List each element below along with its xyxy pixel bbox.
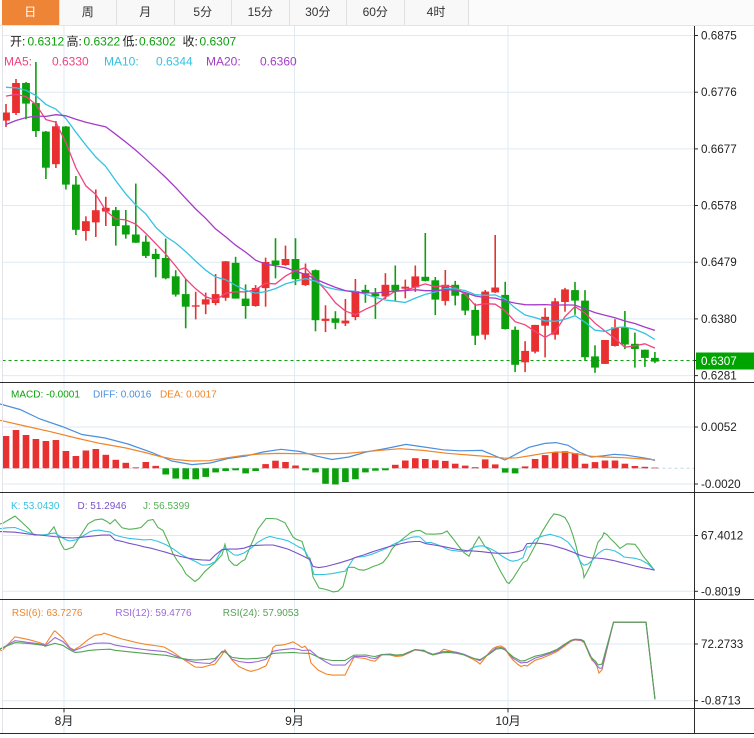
svg-text:0.0052: 0.0052 — [701, 421, 737, 434]
svg-text:-0.8019: -0.8019 — [701, 585, 741, 598]
svg-text:0.6307: 0.6307 — [701, 355, 737, 368]
svg-text:9月: 9月 — [285, 714, 304, 728]
svg-text:10月: 10月 — [495, 714, 520, 728]
svg-text:0.6578: 0.6578 — [701, 200, 737, 213]
svg-text:0.6281: 0.6281 — [701, 370, 737, 383]
svg-text:0.6875: 0.6875 — [701, 30, 737, 43]
svg-text:0.6776: 0.6776 — [701, 86, 737, 99]
svg-text:-0.8713: -0.8713 — [701, 695, 741, 708]
svg-text:8月: 8月 — [55, 714, 74, 728]
svg-text:-0.0020: -0.0020 — [701, 478, 741, 491]
svg-text:67.4012: 67.4012 — [701, 530, 743, 543]
svg-text:0.6479: 0.6479 — [701, 256, 737, 269]
svg-text:0.6380: 0.6380 — [701, 313, 737, 326]
svg-text:72.2733: 72.2733 — [701, 638, 743, 651]
svg-text:0.6677: 0.6677 — [701, 143, 737, 156]
